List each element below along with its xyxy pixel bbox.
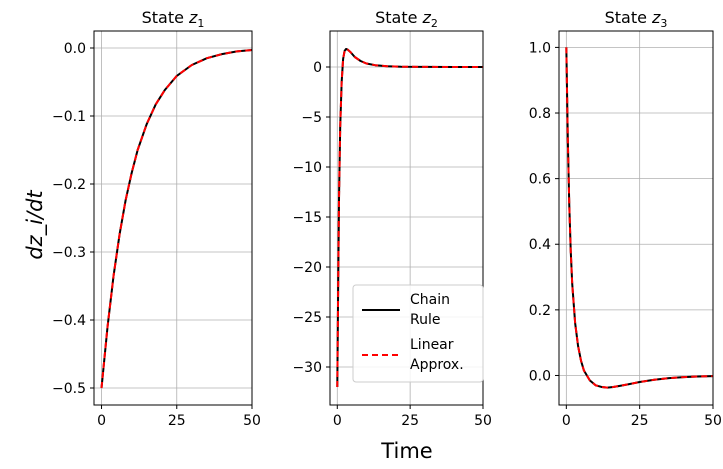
panel-3-xtick-label-2: 50 xyxy=(704,413,722,429)
panel-3-ytick-label-0: 0.0 xyxy=(529,368,551,384)
legend: Chain Rule Linear Approx. xyxy=(352,284,484,383)
panel-2-ytick-label-4: −10 xyxy=(292,160,322,176)
panel-2-ytick-label-1: −25 xyxy=(292,310,322,326)
panel-2-series-linear-approx xyxy=(336,48,483,388)
panel-3-ytick-label-1: 0.2 xyxy=(529,303,551,319)
panel-1-ytick-label-1: −0.4 xyxy=(52,313,86,329)
panel-3-ytick-label-5: 1.0 xyxy=(529,40,551,56)
panel-2-ytick-label-6: 0 xyxy=(313,60,322,76)
panel-2-xtick-label-0: 0 xyxy=(333,413,342,429)
panel-3-title: State z3 xyxy=(605,8,668,30)
panel-2-ytick-label-5: −5 xyxy=(301,110,322,126)
panel-3-axes-frame xyxy=(558,30,714,406)
panel-1-xtick-label-2: 50 xyxy=(243,413,261,429)
x-axis-label: Time xyxy=(380,439,432,463)
y-axis-label: dz_i/dt xyxy=(23,190,48,260)
panel-1-xtick-label-0: 0 xyxy=(97,413,106,429)
panel-1-title: State z1 xyxy=(142,8,205,30)
panel-1-series-linear-approx xyxy=(100,49,253,389)
panel-2-title: State z2 xyxy=(375,8,438,30)
panel-2-ytick-label-2: −20 xyxy=(292,260,322,276)
legend-label-chain-rule-line2: Rule xyxy=(410,312,440,328)
panel-3-ytick-label-2: 0.4 xyxy=(529,237,551,253)
panel-1-ytick-label-2: −0.3 xyxy=(52,245,86,261)
legend-label-chain-rule-line1: Chain xyxy=(410,292,450,308)
panel-2-xtick-label-1: 25 xyxy=(401,413,419,429)
subplot-panels: 0 25 50 −0.5 −0.4 −0.3 −0.2 −0.1 0.0 State z1 0 25 5… xyxy=(52,8,722,429)
panel-2-ytick-label-3: −15 xyxy=(292,210,322,226)
panel-2: 0 25 50 −30 −25 −20 −15 −10 −5 0 State z2 xyxy=(292,8,491,429)
panel-3-ytick-label-4: 0.8 xyxy=(529,106,551,122)
legend-label-linear-approx-line2: Approx. xyxy=(410,357,464,373)
panel-1-ytick-label-4: −0.1 xyxy=(52,109,86,125)
legend-label-linear-approx-line1: Linear xyxy=(410,337,454,353)
panel-2-xtick-label-2: 50 xyxy=(474,413,492,429)
panel-1-ytick-label-5: 0.0 xyxy=(64,41,86,57)
panel-2-axes-frame xyxy=(329,30,484,406)
panel-3-xtick-label-0: 0 xyxy=(562,413,571,429)
panel-3-xtick-label-1: 25 xyxy=(631,413,649,429)
panel-1-xtick-label-1: 25 xyxy=(168,413,186,429)
panel-2-ytick-label-0: −30 xyxy=(292,360,322,376)
panel-1: 0 25 50 −0.5 −0.4 −0.3 −0.2 −0.1 0.0 State z1 xyxy=(52,8,261,429)
panel-1-ytick-label-3: −0.2 xyxy=(52,177,86,193)
panel-3-ytick-label-3: 0.6 xyxy=(529,172,551,188)
panel-3: 0 25 50 0.0 0.2 0.4 0.6 0.8 1.0 State z3 xyxy=(529,8,722,429)
panel-3-series-linear-approx xyxy=(565,47,714,389)
panel-1-axes-frame xyxy=(93,30,253,406)
panel-1-ytick-label-0: −0.5 xyxy=(52,381,86,397)
